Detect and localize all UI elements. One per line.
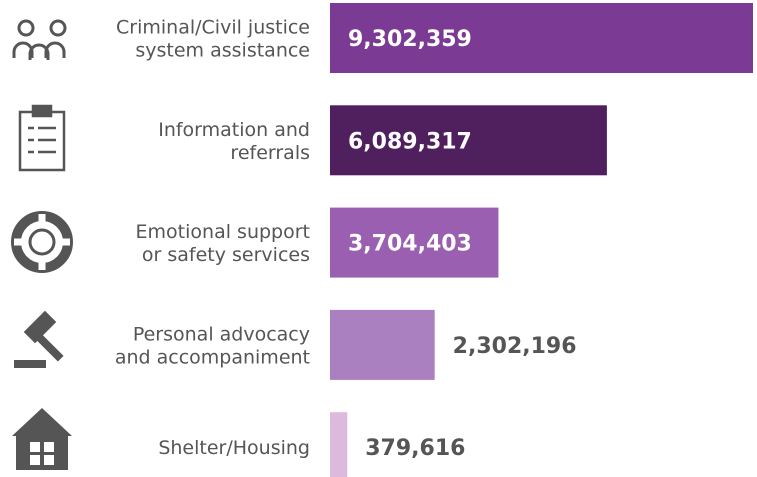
- category-label: Criminal/Civil justice system assistance: [116, 17, 310, 62]
- category-line: and accompaniment: [115, 346, 310, 368]
- category-line: Shelter/Housing: [158, 437, 310, 459]
- value-label: 3,704,403: [348, 232, 472, 257]
- category-line: Personal advocacy: [133, 323, 310, 345]
- category-line: or safety services: [142, 244, 310, 266]
- category-label: Personal advocacy and accompaniment: [115, 323, 310, 368]
- value-label: 9,302,359: [348, 27, 472, 52]
- icon-house: [12, 408, 72, 470]
- category-label: Emotional support or safety services: [136, 221, 310, 266]
- category-line: referrals: [230, 142, 310, 164]
- value-label: 379,616: [365, 436, 465, 461]
- category-line: Emotional support: [136, 221, 310, 243]
- icon-lifebuoy: [11, 211, 73, 273]
- bar: [330, 207, 499, 278]
- icon-clipboard: [18, 104, 66, 172]
- icon-people: [12, 19, 67, 60]
- value-label: 6,089,317: [348, 129, 472, 154]
- bar: [330, 105, 607, 176]
- category-label: Information and referrals: [158, 119, 310, 164]
- category-line: Information and: [158, 119, 310, 141]
- category-label: Shelter/Housing: [158, 437, 310, 459]
- icon-gavel: [14, 310, 64, 368]
- bar: [330, 309, 435, 380]
- bar: [330, 3, 753, 73]
- value-label: 2,302,196: [453, 334, 577, 359]
- category-line: Criminal/Civil justice: [116, 17, 310, 39]
- category-line: system assistance: [135, 40, 310, 62]
- bar: [330, 412, 348, 477]
